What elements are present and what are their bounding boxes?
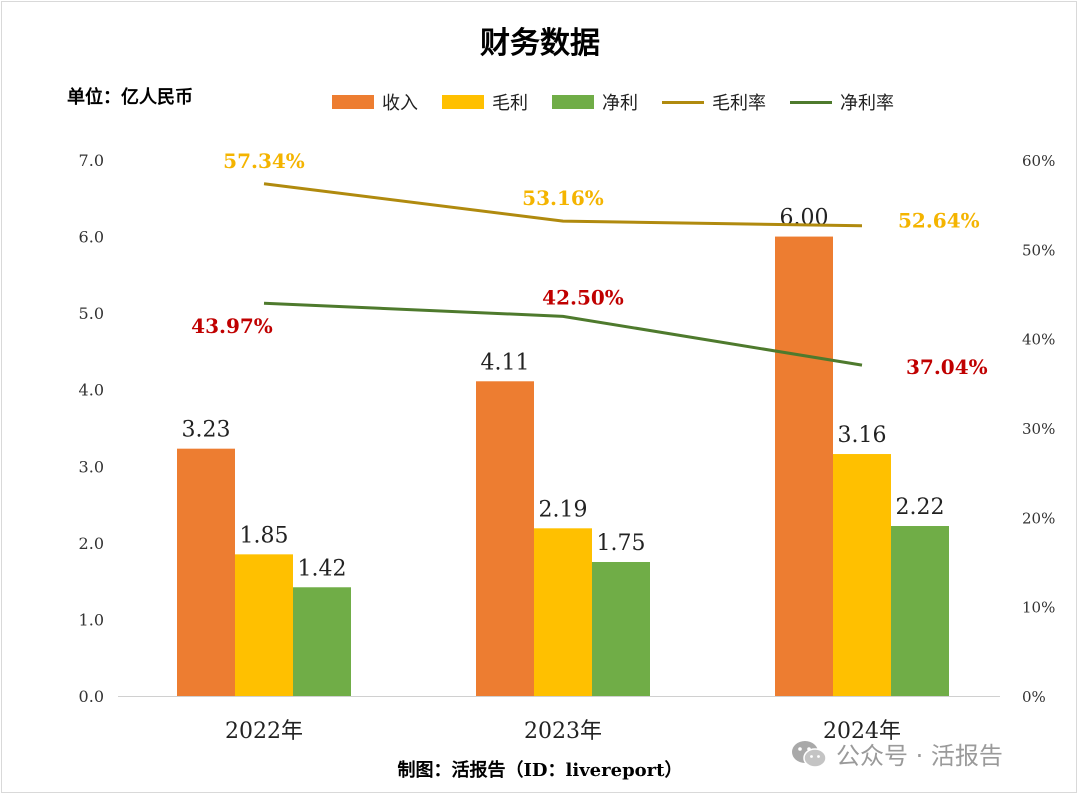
legend-item-revenue: 收入 — [332, 89, 418, 115]
bar-gross-profit — [235, 554, 293, 696]
watermark: 公众号 · 活报告 — [790, 736, 1003, 771]
bar-label-revenue: 3.23 — [182, 418, 231, 443]
bar-gross-profit — [833, 454, 891, 696]
bar-net-profit — [891, 526, 949, 696]
y-left-tick-label: 3.0 — [79, 457, 104, 476]
bar-label-net-profit: 1.75 — [597, 531, 646, 556]
y-left-tick-label: 7.0 — [79, 151, 104, 170]
line-label-net-margin: 37.04% — [906, 355, 988, 379]
y-left-tick-label: 2.0 — [79, 534, 104, 553]
wechat-icon — [792, 740, 827, 768]
unit-label: 单位：亿人民币 — [67, 87, 193, 108]
line-label-gross-margin: 52.64% — [898, 209, 980, 233]
y-right-tick-label: 40% — [1022, 331, 1055, 349]
bar-revenue — [177, 448, 235, 696]
y-left-tick-label: 1.0 — [79, 610, 104, 629]
line-label-gross-margin: 53.16% — [522, 186, 604, 210]
y-right-tick-label: 30% — [1022, 420, 1055, 438]
source-note: 制图：活报告（ID：livereport） — [397, 760, 683, 781]
y-right-tick-label: 20% — [1022, 509, 1055, 527]
legend-item-gross-margin: 毛利率 — [662, 89, 766, 115]
y-left-tick-label: 0.0 — [79, 687, 104, 706]
bar-label-gross-profit: 3.16 — [838, 423, 887, 448]
bar-label-net-profit: 1.42 — [298, 556, 347, 581]
y-right-tick-label: 10% — [1022, 599, 1055, 617]
bar-label-gross-profit: 2.19 — [539, 497, 588, 522]
legend-item-gross-profit: 毛利 — [442, 89, 528, 115]
chart-title: 财务数据 — [480, 26, 600, 61]
bar-revenue — [775, 236, 833, 697]
legend-line-net-margin — [790, 100, 832, 104]
bar-label-revenue: 4.11 — [481, 350, 530, 375]
legend-label-revenue: 收入 — [382, 93, 418, 114]
line-label-net-margin: 43.97% — [191, 314, 273, 338]
legend-label-net-margin: 净利率 — [840, 93, 894, 114]
x-category-label: 2023年 — [524, 719, 602, 744]
y-left-tick-label: 5.0 — [79, 304, 104, 323]
bar-net-profit — [293, 587, 351, 696]
x-category-label: 2024年 — [823, 719, 901, 744]
y-left-tick-label: 6.0 — [79, 228, 104, 247]
watermark-text: 公众号 · 活报告 — [836, 742, 1003, 770]
legend-swatch-gross-profit — [442, 95, 484, 109]
y-left-tick-label: 4.0 — [79, 381, 104, 400]
legend-item-net-margin: 净利率 — [790, 89, 894, 115]
bar-label-revenue: 6.00 — [780, 206, 829, 231]
legend-label-gross-profit: 毛利 — [492, 93, 528, 114]
line-net-margin — [263, 301, 863, 367]
bar-gross-profit — [534, 528, 592, 696]
legend-label-net-profit: 净利 — [602, 93, 638, 114]
legend-label-gross-margin: 毛利率 — [712, 93, 766, 114]
legend-line-gross-margin — [662, 100, 704, 104]
y-right-tick-label: 60% — [1022, 152, 1055, 170]
x-category-label: 2022年 — [225, 719, 303, 744]
y-right-tick-label: 50% — [1022, 241, 1055, 259]
line-gross-margin — [263, 182, 863, 228]
line-label-gross-margin: 57.34% — [223, 149, 305, 173]
bar-label-gross-profit: 1.85 — [240, 523, 289, 548]
legend-swatch-net-profit — [552, 95, 594, 109]
line-label-net-margin: 42.50% — [542, 285, 624, 309]
bar-net-profit — [592, 562, 650, 696]
legend-item-net-profit: 净利 — [552, 89, 638, 115]
bar-label-net-profit: 2.22 — [896, 495, 945, 520]
y-right-tick-label: 0% — [1022, 688, 1046, 706]
bar-revenue — [476, 381, 534, 696]
legend-swatch-revenue — [332, 95, 374, 109]
legend: 收入 毛利 净利 毛利率 净利率 — [332, 90, 918, 114]
